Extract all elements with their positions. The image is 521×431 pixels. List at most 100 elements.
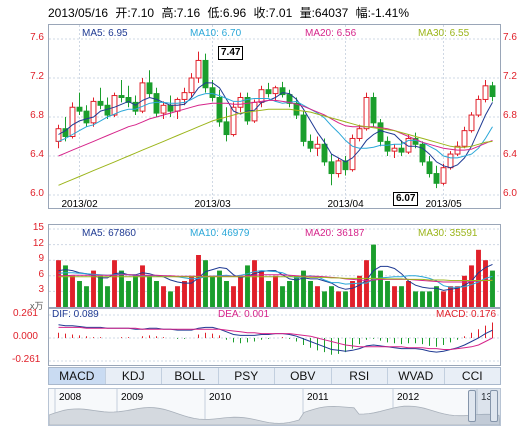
tab-kdj[interactable]: KDJ xyxy=(106,368,162,384)
candle-body xyxy=(188,77,195,94)
volume-bar xyxy=(70,275,75,307)
macd-y-tick: -0.261 xyxy=(12,354,41,365)
candle-body xyxy=(209,87,216,98)
volume-bar xyxy=(413,291,418,307)
candle-body xyxy=(118,95,125,99)
candle-body xyxy=(237,97,244,108)
volume-y-tick: 12 xyxy=(32,237,44,249)
volume-ma-line-ma20 xyxy=(58,274,493,283)
volume-bar xyxy=(238,275,243,307)
macd-pane[interactable] xyxy=(48,308,501,366)
candle-body xyxy=(475,98,482,116)
volume-bar xyxy=(147,275,152,307)
candle-body xyxy=(391,147,398,152)
macd-dif-legend: DIF: 0.089 xyxy=(52,309,99,320)
tab-psy[interactable]: PSY xyxy=(219,368,275,384)
volume-bar xyxy=(315,286,320,307)
candle-body xyxy=(230,106,237,136)
volume-bar xyxy=(322,291,327,307)
volume-bar xyxy=(420,291,425,307)
volume-bar xyxy=(273,275,278,307)
tab-macd[interactable]: MACD xyxy=(49,368,106,384)
volume-ma-line-ma30 xyxy=(58,276,493,281)
candle-body xyxy=(293,102,300,116)
tab-cci[interactable]: CCI xyxy=(461,369,483,383)
candle-body xyxy=(342,160,349,171)
volume-bar xyxy=(77,281,82,307)
candle-body xyxy=(181,92,188,100)
candle-body xyxy=(62,128,69,137)
volume-bar xyxy=(245,265,250,307)
candle-body xyxy=(55,128,62,142)
candle-body xyxy=(125,97,132,103)
candle-body xyxy=(279,87,286,96)
candle-body xyxy=(384,140,391,152)
candle-body xyxy=(265,89,272,95)
volume-y-tick: 15 xyxy=(32,222,44,233)
volume-bar xyxy=(112,260,117,307)
tab-rsi[interactable]: RSI xyxy=(332,368,388,384)
price-ma-line-ma20 xyxy=(58,99,493,157)
quote-open: 开:7.10 xyxy=(115,6,155,20)
candle-body xyxy=(370,97,377,124)
volume-bar xyxy=(357,275,362,307)
volume-bar xyxy=(175,286,180,307)
volume-bar xyxy=(336,291,341,307)
candle-body xyxy=(321,143,328,163)
volume-bar xyxy=(224,281,229,307)
volume-bar xyxy=(119,270,124,307)
candle-body xyxy=(195,59,202,79)
high-price-label: 7.47 xyxy=(218,46,244,60)
volume-bar xyxy=(343,291,348,307)
volume-bar xyxy=(126,281,131,307)
price-ma10-legend: MA10: 6.70 xyxy=(190,28,242,39)
price-y-tick-right: 6.8 xyxy=(503,110,517,121)
range-overview[interactable]: 2008 2009 2010 2011 2012 13 xyxy=(48,388,501,426)
candle-body xyxy=(489,85,496,98)
price-ma-line-ma30 xyxy=(58,108,493,186)
volume-ma20-legend: MA20: 36187 xyxy=(305,228,365,239)
volume-bar xyxy=(294,275,299,307)
volume-bar xyxy=(364,260,369,307)
tab-wvad[interactable]: WVAD xyxy=(388,368,445,384)
tab-obv[interactable]: OBV xyxy=(275,368,332,384)
volume-bar xyxy=(434,286,439,307)
overview-area-svg: 2008 2009 2010 2011 2012 13 xyxy=(49,389,500,425)
low-price-label: 6.07 xyxy=(393,192,419,206)
candle-body xyxy=(349,137,356,171)
volume-bar xyxy=(427,291,432,307)
candle-body xyxy=(69,106,76,137)
volume-y-tick: 3 xyxy=(38,284,44,296)
volume-ma5-legend: MA5: 67860 xyxy=(82,228,136,239)
candle-body xyxy=(461,130,468,147)
quote-close: 收:7.01 xyxy=(253,6,293,20)
overview-year-label: 2008 xyxy=(59,392,82,403)
price-x-tick: 2013/02 xyxy=(62,199,99,208)
macd-dea-legend: DEA: 0.001 xyxy=(218,309,270,320)
price-pane[interactable]: 2013/02 2013/03 2013/04 2013/05 xyxy=(48,24,501,209)
volume-bar xyxy=(455,286,460,307)
volume-bar xyxy=(329,286,334,307)
price-x-tick: 2013/03 xyxy=(195,199,232,208)
candle-body xyxy=(76,106,83,112)
range-handle-right[interactable] xyxy=(490,390,498,422)
volume-pane[interactable] xyxy=(48,224,501,308)
candle-body xyxy=(447,153,454,169)
volume-bar xyxy=(140,265,145,307)
macd-y-tick: 0.000 xyxy=(12,331,38,342)
candle-body xyxy=(468,114,475,132)
overview-year-label: 2009 xyxy=(121,392,144,403)
volume-bar xyxy=(399,286,404,307)
tab-boll[interactable]: BOLL xyxy=(162,368,219,384)
candle-body xyxy=(244,97,251,122)
quote-low: 低:6.96 xyxy=(207,6,247,20)
volume-chart-svg xyxy=(49,228,500,307)
volume-bar xyxy=(301,270,306,307)
volume-bar xyxy=(91,270,96,307)
candle-body xyxy=(258,89,265,103)
range-handle-left[interactable] xyxy=(468,390,476,422)
macd-y-tick: 0.261 xyxy=(12,308,38,319)
candle-body xyxy=(433,173,440,184)
candle-body xyxy=(363,97,370,130)
